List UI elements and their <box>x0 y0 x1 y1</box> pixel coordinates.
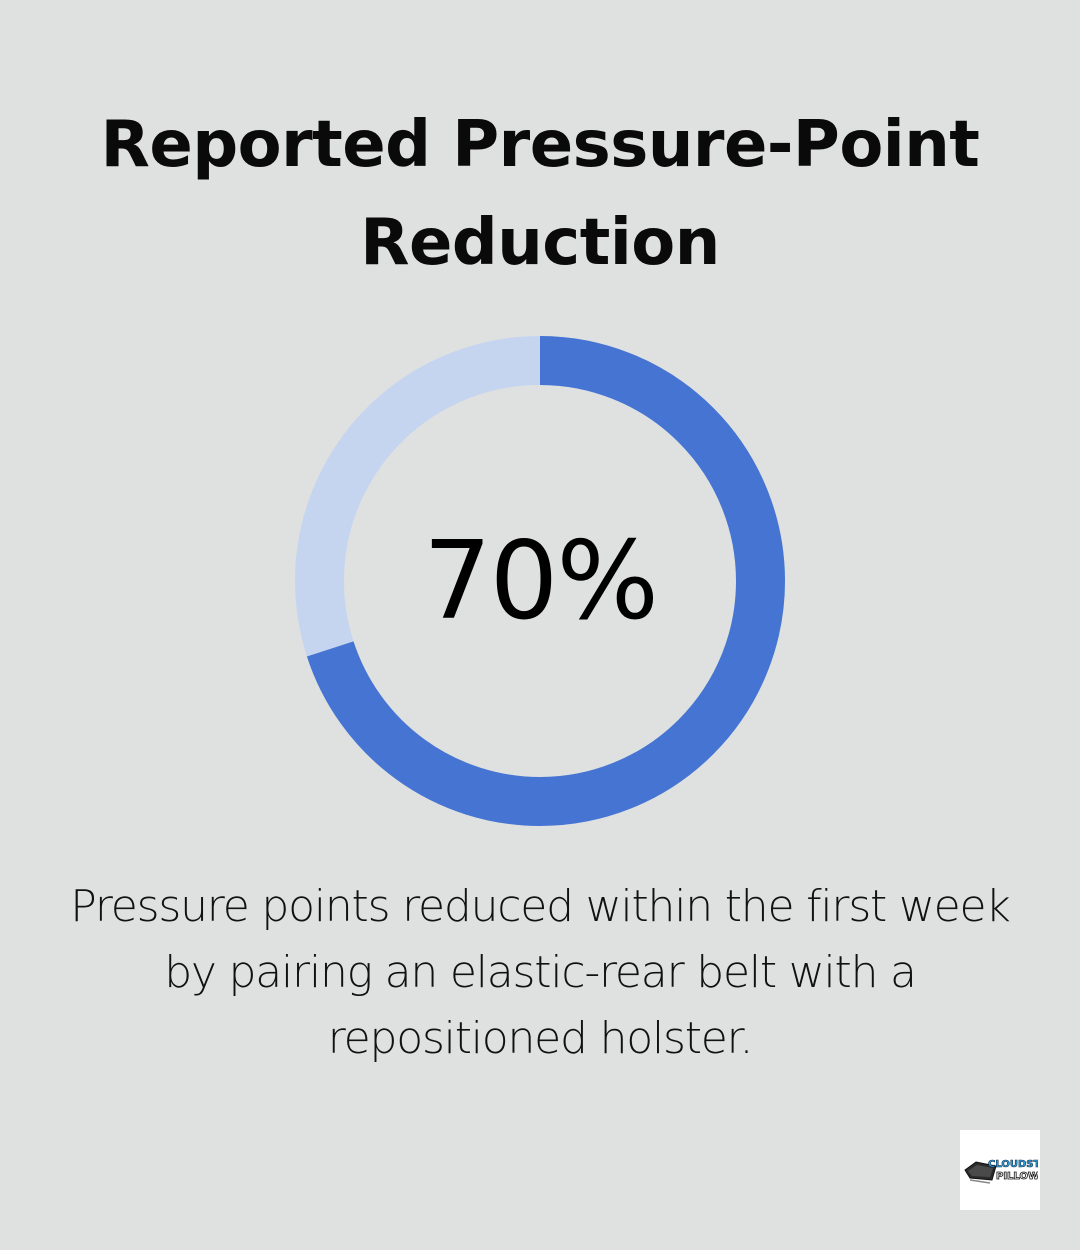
pillow-logo-icon: CLOUDSTER PILLOW <box>964 1159 1038 1184</box>
chart-title-line-1: Reported Pressure-Point <box>100 108 980 182</box>
chart-title: Reported Pressure-Point Reduction <box>0 96 1080 292</box>
caption-line-1: Pressure points reduced within the first… <box>70 881 1011 932</box>
donut-chart: 70% <box>295 336 785 826</box>
chart-title-line-2: Reduction <box>360 206 720 280</box>
donut-value-segment <box>295 336 785 826</box>
donut-center-value: 70% <box>422 518 659 644</box>
caption-line-2: by pairing an elastic-rear belt with a <box>164 947 917 998</box>
logo-text-line-2: PILLOW <box>996 1171 1038 1182</box>
brand-logo: CLOUDSTER PILLOW <box>960 1130 1040 1210</box>
chart-caption: Pressure points reduced within the first… <box>30 874 1050 1072</box>
donut-ring <box>295 336 785 826</box>
caption-line-3: repositioned holster. <box>327 1013 754 1064</box>
logo-text-line-1: CLOUDSTER <box>988 1159 1038 1170</box>
